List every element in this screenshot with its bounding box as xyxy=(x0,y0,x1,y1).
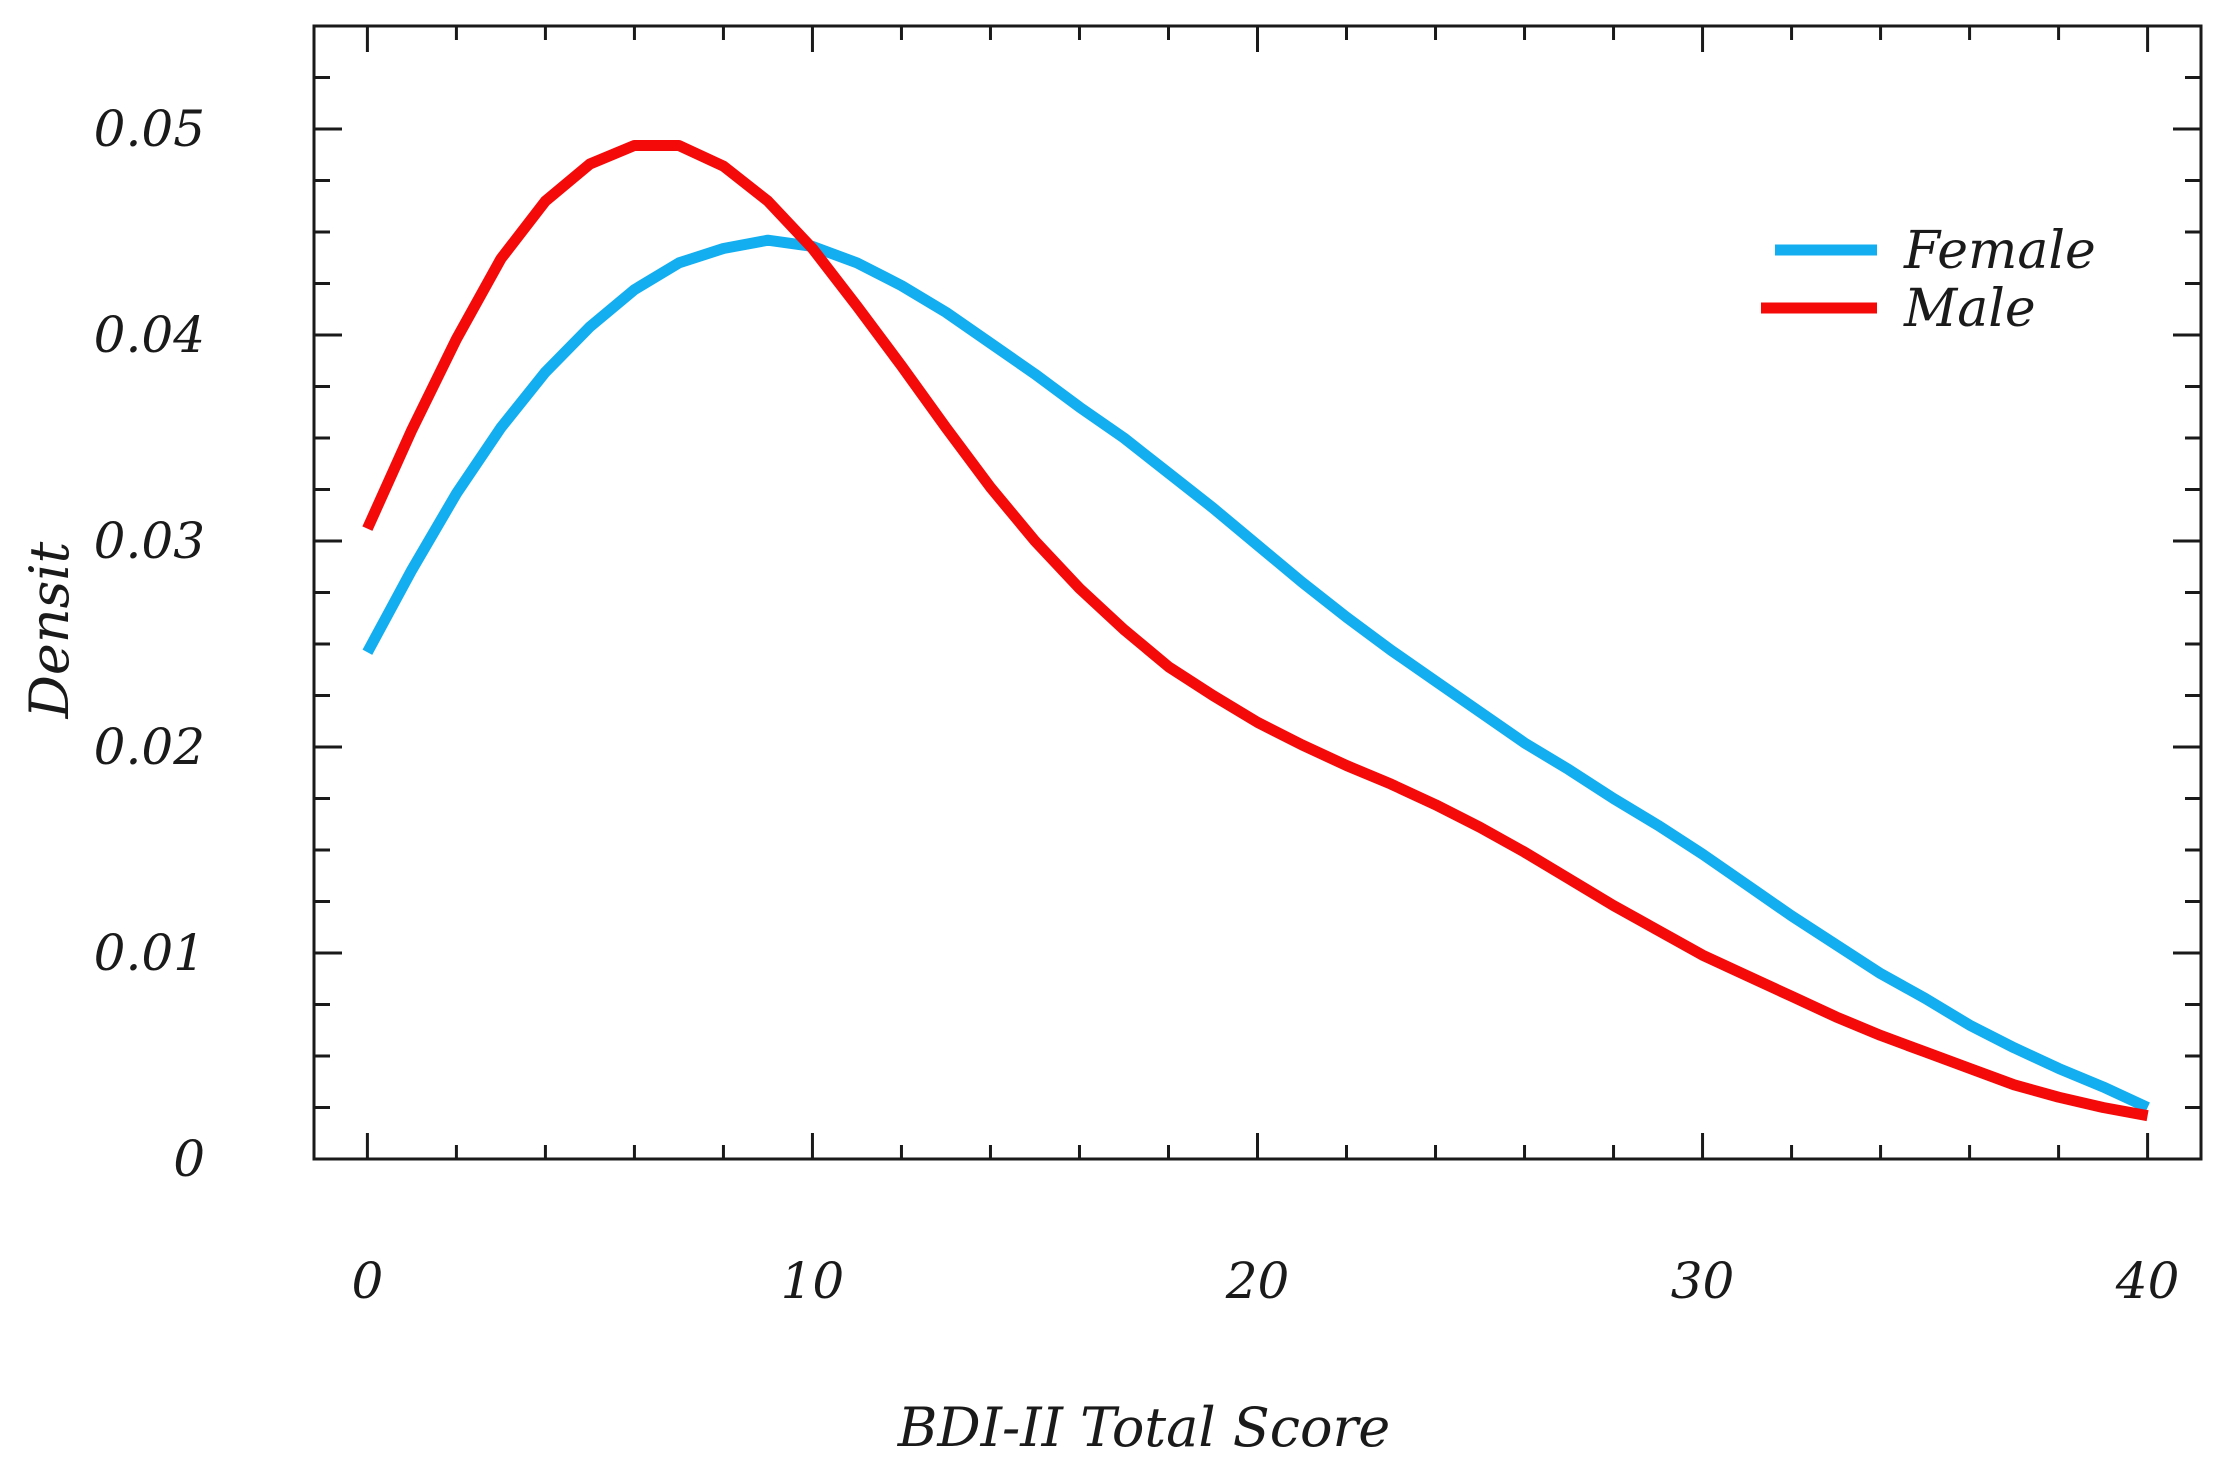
y-tick-label: 0.04 xyxy=(94,306,205,364)
series-line-female xyxy=(362,234,2150,1113)
x-tick-label: 30 xyxy=(1671,1252,1735,1310)
y-tick-label: 0.05 xyxy=(94,100,205,158)
x-tick-label: 10 xyxy=(781,1252,845,1310)
axis-ticks xyxy=(314,24,2201,1161)
y-tick-label: 0 xyxy=(173,1130,205,1188)
series-layer xyxy=(362,140,2150,1122)
x-tick-label: 0 xyxy=(351,1252,383,1310)
y-axis-title: Densit xyxy=(18,541,81,719)
legend-label-male: Male xyxy=(1903,279,2036,339)
y-tick-label: 0.02 xyxy=(94,718,205,776)
legend-label-female: Female xyxy=(1903,221,2096,281)
y-tick-labels: 0 0.01 0.02 0.03 0.04 0.05 xyxy=(94,100,205,1188)
series-line-male xyxy=(362,140,2149,1122)
y-tick-label: 0.03 xyxy=(94,512,205,570)
x-tick-label: 40 xyxy=(2115,1252,2180,1310)
y-tick-label: 0.01 xyxy=(94,924,205,982)
x-tick-label: 20 xyxy=(1225,1252,1290,1310)
x-axis-title: BDI-II Total Score xyxy=(897,1396,1391,1459)
x-tick-labels: 0 10 20 30 40 xyxy=(351,1252,2179,1310)
